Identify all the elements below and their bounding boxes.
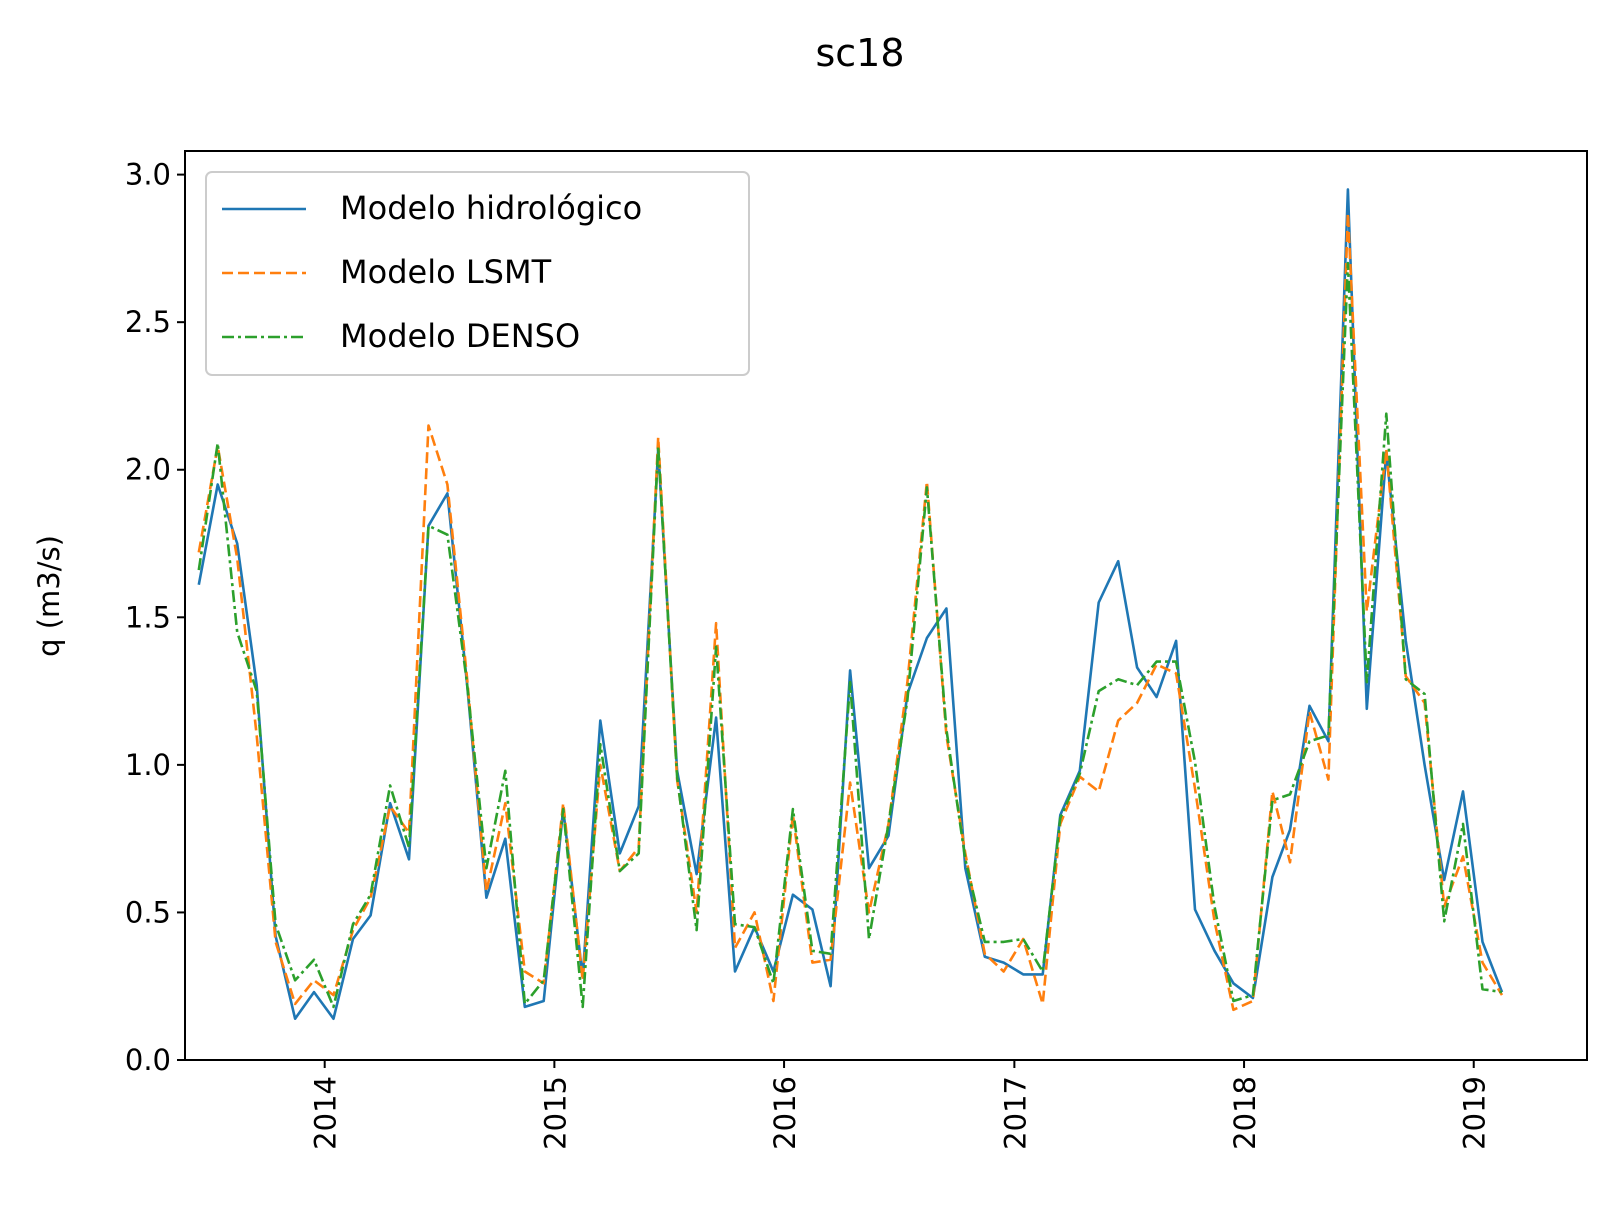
chart-title: sc18 — [815, 31, 904, 75]
x-tick-label: 2018 — [1228, 1076, 1262, 1150]
x-tick-label: 2019 — [1458, 1076, 1492, 1150]
series-line-1 — [197, 211, 1504, 1012]
plot-area: 0.0 0.5 1.0 1.5 2.0 2.5 3.0 2014 2015 2016 2017 201… — [125, 150, 1588, 1150]
y-tick-label: 0.5 — [125, 895, 171, 929]
x-tick-label: 2016 — [768, 1076, 802, 1150]
legend-label-2: Modelo DENSO — [340, 317, 580, 355]
legend-label-1: Modelo LSMT — [340, 253, 552, 291]
y-tick-label: 2.5 — [125, 305, 171, 339]
plot-frame — [184, 150, 1588, 1061]
y-tick-label: 3.0 — [125, 158, 171, 192]
series-line-2 — [197, 261, 1503, 1009]
x-tick-label: 2015 — [538, 1076, 572, 1150]
legend-box — [205, 171, 750, 376]
y-tick-label: 0.0 — [125, 1043, 171, 1077]
legend: Modelo hidrológico Modelo LSMT Modelo DENS… — [205, 171, 750, 376]
x-tick-label: 2014 — [309, 1076, 343, 1150]
legend-label-0: Modelo hidrológico — [340, 189, 642, 227]
y-tick-label: 1.0 — [125, 748, 171, 782]
y-tick-label: 2.0 — [125, 453, 171, 487]
y-tick-label: 1.5 — [125, 600, 171, 634]
series-line-0 — [197, 188, 1504, 1021]
x-tick-label: 2017 — [998, 1076, 1032, 1150]
y-axis-label: q (m3/s) — [32, 535, 66, 657]
